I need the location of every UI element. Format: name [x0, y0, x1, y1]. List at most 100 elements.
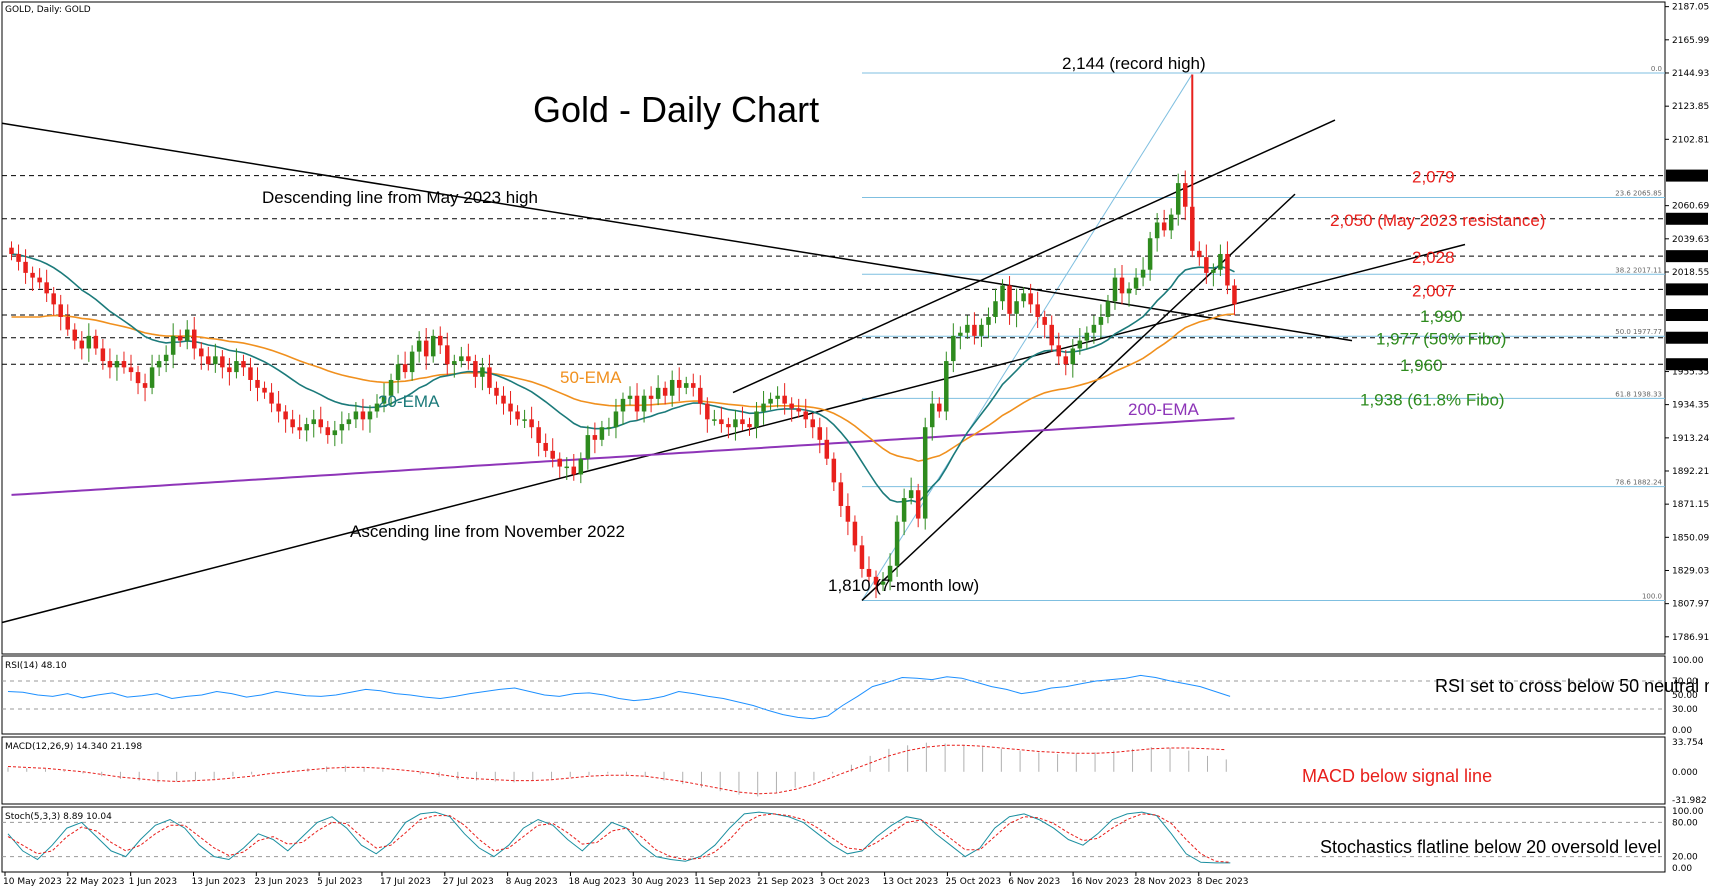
- candle-body: [163, 354, 169, 362]
- candle-body: [859, 545, 865, 569]
- candle-body: [65, 316, 70, 330]
- candle-body: [430, 335, 436, 357]
- candle-body: [473, 361, 478, 377]
- candle-body: [965, 324, 970, 333]
- symbol-header: GOLD, Daily: GOLD: [5, 5, 91, 15]
- macd-label: MACD(12,26,9) 14.340 21.198: [5, 742, 142, 752]
- candle-body: [93, 335, 99, 349]
- candle-body: [466, 356, 471, 362]
- candle-body: [550, 450, 555, 459]
- candle-body: [803, 411, 808, 420]
- candle-body: [1168, 214, 1174, 231]
- candle-body: [768, 398, 773, 404]
- price-tick-label: 2060.69: [1672, 202, 1709, 212]
- channel-upper-line: [732, 119, 1336, 394]
- candle-body: [1133, 277, 1139, 289]
- candle-body: [1056, 345, 1061, 357]
- candle-body: [880, 581, 886, 585]
- candle-body: [1000, 285, 1005, 302]
- rsi-label: RSI(14) 48.10: [5, 661, 67, 671]
- rsi-tick-label: 30.00: [1672, 705, 1698, 715]
- date-tick-label: 8 Aug 2023: [506, 877, 558, 887]
- price-tick-label: 1786.91: [1672, 633, 1709, 643]
- macd-pane-frame: [1, 736, 1666, 805]
- candle-body: [44, 282, 49, 294]
- candle-body: [311, 419, 316, 425]
- candle-body: [789, 403, 794, 409]
- candle-body: [796, 408, 801, 412]
- candle-body: [1147, 238, 1153, 270]
- candle-body: [719, 419, 724, 425]
- candle-body: [234, 361, 239, 373]
- candle-body: [944, 361, 949, 412]
- price-tick-label: 1892.21: [1672, 467, 1709, 477]
- candle-body: [184, 329, 190, 341]
- date-tick-label: 23 Jun 2023: [254, 877, 308, 887]
- price-marker-label: 1991.25: [1670, 311, 1707, 321]
- main-pane-frame: [1, 1, 1666, 655]
- candle-body: [972, 324, 977, 336]
- stoch-label: Stoch(5,3,3) 8.89 10.04: [5, 812, 112, 822]
- candle-body: [866, 568, 872, 577]
- candle-body: [149, 367, 155, 388]
- candle-body: [747, 424, 752, 428]
- candle-body: [1098, 316, 1104, 325]
- price-tick-label: 2187.05: [1672, 3, 1709, 13]
- candle-body: [213, 356, 218, 365]
- candle-body: [726, 424, 731, 428]
- candle-body: [733, 419, 738, 428]
- candle-body: [1070, 348, 1076, 365]
- date-tick-label: 3 Oct 2023: [820, 877, 870, 887]
- main-pane: 0.0 23.6 2065.85 38.2 2017.11 50.0 1977.77 6…: [1, 54, 1665, 624]
- candle-body: [388, 379, 394, 396]
- candle-body: [1014, 301, 1019, 314]
- fibo-label: 23.6 2065.85: [1615, 190, 1662, 198]
- chart-title: Gold - Daily Chart: [533, 89, 819, 130]
- candle-body: [487, 367, 492, 388]
- candle-body: [402, 364, 408, 373]
- candle-body: [1140, 269, 1146, 278]
- candle-body: [522, 419, 527, 421]
- candle-body: [339, 424, 345, 431]
- descending-line-label: Descending line from May 2023 high: [262, 188, 538, 207]
- candle-body: [986, 316, 991, 325]
- ema-200-label: 200-EMA: [1128, 400, 1200, 419]
- candle-body: [360, 411, 366, 420]
- candle-body: [1232, 285, 1237, 305]
- candle-body: [1190, 206, 1195, 251]
- level-label: 2,079: [1412, 168, 1455, 187]
- candle-body: [740, 419, 745, 425]
- candle-body: [634, 395, 640, 412]
- candle-body: [1197, 250, 1202, 258]
- rsi-pane-frame: [1, 655, 1666, 735]
- price-tick-label: 2039.63: [1672, 235, 1709, 245]
- candle-body: [1084, 332, 1090, 341]
- price-marker: [1666, 212, 1708, 225]
- price-tick-label: 1934.35: [1672, 401, 1709, 411]
- price-marker: [1666, 309, 1708, 322]
- candle-body: [177, 335, 183, 341]
- stoch-tick-label: 100.00: [1672, 807, 1704, 817]
- macd-signal-line: [7, 744, 1227, 795]
- candle-body: [669, 379, 675, 396]
- fibo-label: 38.2 2017.11: [1615, 266, 1662, 274]
- candle-body: [192, 329, 197, 349]
- candle-body: [979, 324, 984, 336]
- macd-note: MACD below signal line: [1302, 766, 1492, 786]
- candle-body: [1126, 288, 1132, 294]
- candle-body: [662, 387, 668, 396]
- price-marker: [1666, 169, 1708, 182]
- candle-body: [1063, 356, 1069, 365]
- candle-body: [676, 379, 682, 388]
- candle-body: [128, 367, 134, 373]
- date-tick-label: 22 May 2023: [66, 877, 125, 887]
- candle-body: [691, 383, 696, 388]
- candle-body: [220, 356, 225, 368]
- fibo-label: 50.0 1977.77: [1615, 328, 1662, 336]
- price-marker: [1666, 358, 1708, 371]
- stoch-tick-label: 0.00: [1672, 864, 1692, 874]
- candle-body: [761, 403, 766, 412]
- macd-pane: 33.754 0.000 -31.982: [7, 738, 1707, 806]
- candle-body: [30, 272, 35, 278]
- candle-body: [23, 261, 28, 273]
